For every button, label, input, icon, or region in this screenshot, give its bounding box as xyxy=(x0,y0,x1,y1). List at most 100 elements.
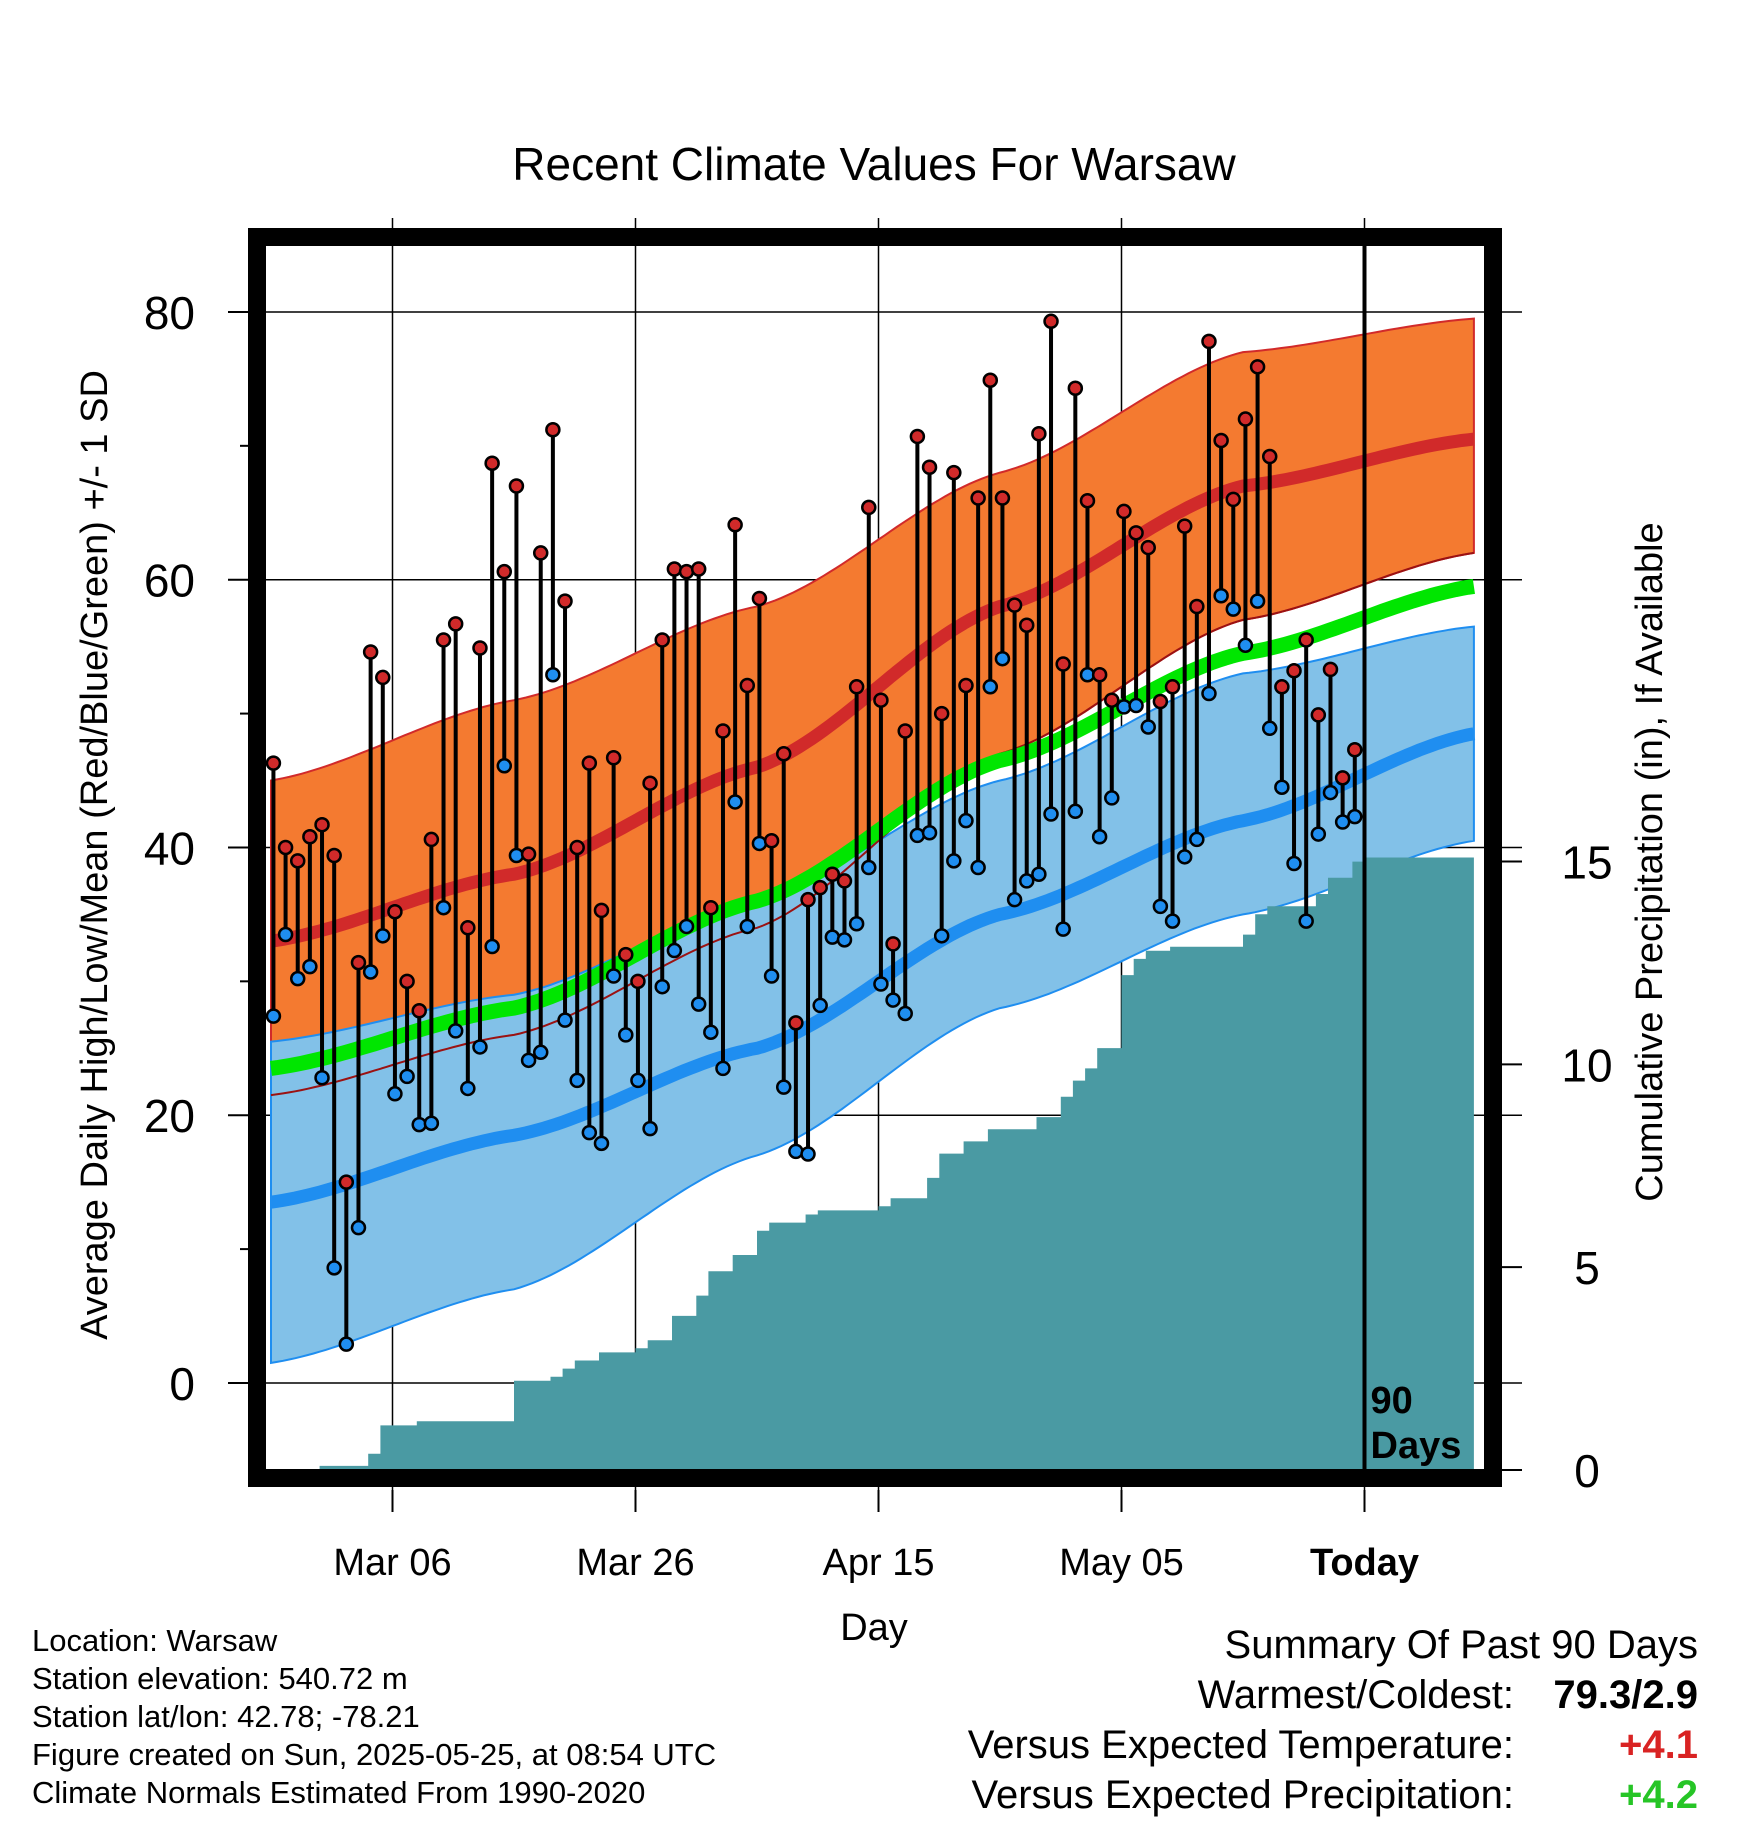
high-point xyxy=(848,679,865,695)
x-axis-label: Day xyxy=(840,1607,908,1649)
low-point xyxy=(812,997,828,1014)
low-point xyxy=(1298,913,1314,929)
low-point xyxy=(593,1135,610,1152)
period-label: Days xyxy=(1371,1425,1462,1467)
low-point xyxy=(703,1024,719,1040)
high-point xyxy=(885,936,901,952)
daily-markers xyxy=(265,313,1363,1352)
low-point xyxy=(1152,898,1169,915)
low-point xyxy=(666,942,683,959)
low-point xyxy=(1213,588,1229,604)
plot-frame xyxy=(248,228,1502,1487)
high-point xyxy=(1249,359,1266,375)
low-point xyxy=(605,968,622,984)
high-point xyxy=(484,455,500,471)
high-point xyxy=(447,616,464,632)
high-point xyxy=(411,1003,427,1019)
high-point xyxy=(727,517,743,533)
high-point xyxy=(1225,491,1242,508)
high-point xyxy=(289,853,306,869)
normal-mean-line xyxy=(270,578,1475,1076)
low-point xyxy=(1091,828,1108,845)
high-point xyxy=(302,828,318,845)
low-point xyxy=(994,650,1011,667)
low-point xyxy=(1104,790,1120,806)
low-point xyxy=(690,996,707,1012)
high-point xyxy=(703,899,719,916)
low-point xyxy=(909,827,926,844)
high-point xyxy=(545,422,561,438)
summary-panel: Summary Of Past 90 Days Warmest/Coldest:… xyxy=(968,1620,1698,1820)
low-point xyxy=(1334,814,1351,830)
high-point xyxy=(1104,692,1120,708)
high-point xyxy=(861,499,877,516)
high-point xyxy=(812,879,828,896)
high-point xyxy=(593,902,610,919)
low-point xyxy=(1067,803,1084,820)
summary-temperature: Versus Expected Temperature: +4.1 xyxy=(968,1720,1698,1770)
daily-range-stems xyxy=(271,321,1357,1345)
low-point xyxy=(1189,831,1205,848)
low-point xyxy=(751,835,768,852)
low-point xyxy=(885,992,901,1008)
low-point xyxy=(1261,720,1278,737)
low-point xyxy=(265,1008,282,1024)
y-right-axis-label: Cumulative Precipitation (in), If Availa… xyxy=(1629,522,1671,1201)
temperature-label: Versus Expected Temperature: xyxy=(967,1723,1514,1767)
low-point xyxy=(1043,806,1059,822)
chart-title: Recent Climate Values For Warsaw xyxy=(512,138,1236,190)
low-point xyxy=(460,1080,476,1097)
low-point xyxy=(484,938,500,955)
low-point xyxy=(1225,601,1242,617)
low-point xyxy=(289,970,306,987)
low-point xyxy=(630,1072,646,1089)
high-point xyxy=(472,640,488,656)
high-point xyxy=(739,677,756,694)
low-point xyxy=(1128,697,1144,714)
low-point xyxy=(970,859,986,876)
high-point xyxy=(666,561,683,577)
high-point xyxy=(423,831,440,848)
high-point xyxy=(350,954,367,971)
low-point xyxy=(921,824,938,841)
low-point xyxy=(1310,826,1327,842)
x-tick-label: Apr 15 xyxy=(823,1542,935,1584)
low-point xyxy=(715,1060,731,1077)
high-point xyxy=(1031,426,1047,442)
high-point xyxy=(958,677,974,694)
high-point xyxy=(265,755,282,771)
high-point xyxy=(1018,617,1035,633)
high-point xyxy=(763,833,780,849)
high-point xyxy=(557,593,573,609)
low-point xyxy=(472,1039,488,1055)
latlon-text: Station lat/lon: 42.78; -78.21 xyxy=(32,1699,420,1734)
summary-title: Summary Of Past 90 Days xyxy=(1224,1623,1698,1667)
precipitation-label: Versus Expected Precipitation: xyxy=(971,1773,1514,1817)
y-left-tick-label: 40 xyxy=(144,822,195,874)
low-point xyxy=(1274,779,1290,795)
high-point xyxy=(387,903,403,920)
high-point xyxy=(909,428,926,445)
high-point xyxy=(1067,380,1084,397)
high-point xyxy=(690,561,707,577)
y-left-tick-label: 20 xyxy=(144,1090,195,1142)
low-point xyxy=(982,679,999,695)
high-point xyxy=(1274,679,1290,695)
low-point xyxy=(423,1115,440,1132)
low-point xyxy=(1140,719,1156,735)
x-tick-label: Today xyxy=(1310,1542,1419,1584)
high-point xyxy=(1213,432,1229,449)
location-text: Location: Warsaw xyxy=(32,1623,278,1658)
high-point xyxy=(751,590,768,607)
y-right-tick-label: 10 xyxy=(1561,1039,1612,1091)
high-point xyxy=(788,1015,804,1031)
low-point xyxy=(314,1069,330,1086)
low-point xyxy=(933,928,950,944)
y-left-axis-label: Average Daily High/Low/Mean (Red/Blue/Gr… xyxy=(74,370,116,1340)
low-point xyxy=(739,918,756,935)
warmest-coldest-label: Warmest/Coldest: xyxy=(1197,1673,1514,1717)
low-point xyxy=(447,1023,464,1039)
low-point xyxy=(581,1124,598,1141)
low-point xyxy=(302,958,318,975)
